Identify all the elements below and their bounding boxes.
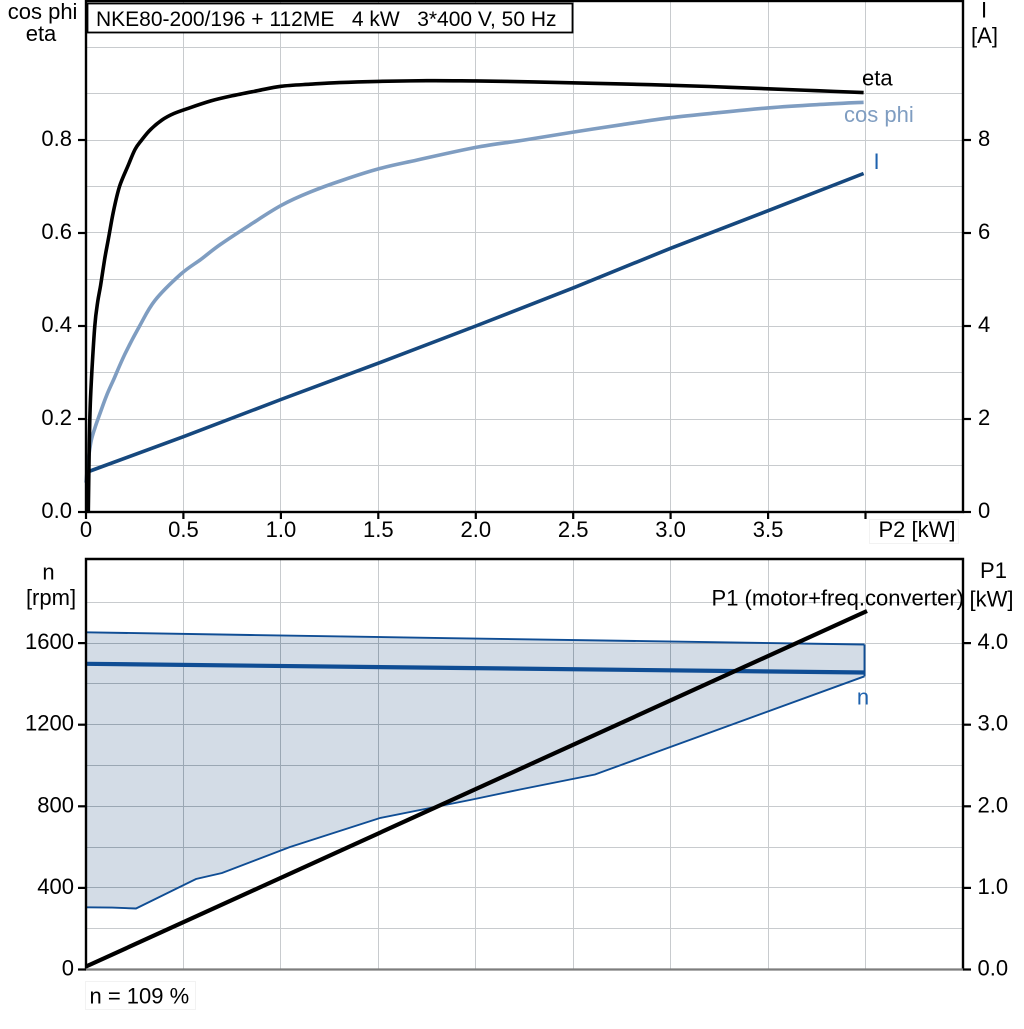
svg-text:[kW]: [kW] xyxy=(970,587,1014,612)
svg-text:P2 [kW]: P2 [kW] xyxy=(878,517,955,542)
svg-text:I: I xyxy=(874,149,880,174)
svg-text:n = 109 %: n = 109 % xyxy=(90,984,190,1009)
svg-text:eta: eta xyxy=(26,21,57,46)
svg-text:I: I xyxy=(981,0,987,23)
svg-text:eta: eta xyxy=(862,66,893,91)
svg-text:1.0: 1.0 xyxy=(978,874,1009,899)
svg-text:n: n xyxy=(857,685,869,710)
svg-text:0: 0 xyxy=(62,956,74,981)
svg-text:400: 400 xyxy=(37,874,74,899)
svg-text:8: 8 xyxy=(978,126,990,151)
svg-text:0.5: 0.5 xyxy=(168,517,199,542)
svg-text:cos phi: cos phi xyxy=(8,0,78,24)
svg-text:1.0: 1.0 xyxy=(266,517,297,542)
svg-text:P1 (motor+freq.converter): P1 (motor+freq.converter) xyxy=(712,586,964,611)
svg-text:0.0: 0.0 xyxy=(41,498,72,523)
svg-text:0: 0 xyxy=(978,498,990,523)
svg-text:P1: P1 xyxy=(980,558,1007,583)
svg-text:2.0: 2.0 xyxy=(461,517,492,542)
svg-text:0.6: 0.6 xyxy=(41,219,72,244)
svg-text:3.5: 3.5 xyxy=(753,517,784,542)
svg-text:3.0: 3.0 xyxy=(655,517,686,542)
svg-text:1.5: 1.5 xyxy=(363,517,394,542)
svg-text:0.4: 0.4 xyxy=(41,312,72,337)
svg-text:n: n xyxy=(42,560,54,585)
svg-text:4: 4 xyxy=(978,312,990,337)
svg-text:[rpm]: [rpm] xyxy=(26,585,76,610)
svg-text:4.0: 4.0 xyxy=(978,629,1009,654)
svg-text:1200: 1200 xyxy=(25,711,74,736)
svg-text:NKE80-200/196 + 112ME 4 kW: NKE80-200/196 + 112ME 4 kW 3*400 V, 50 H… xyxy=(96,8,557,31)
svg-text:2.5: 2.5 xyxy=(558,517,589,542)
svg-text:0.0: 0.0 xyxy=(978,956,1009,981)
svg-text:800: 800 xyxy=(37,792,74,817)
svg-text:[A]: [A] xyxy=(971,23,998,48)
svg-text:0.2: 0.2 xyxy=(41,405,72,430)
svg-text:cos phi: cos phi xyxy=(844,102,914,127)
svg-text:0.8: 0.8 xyxy=(41,126,72,151)
svg-text:0: 0 xyxy=(80,517,92,542)
svg-text:6: 6 xyxy=(978,219,990,244)
svg-text:2.0: 2.0 xyxy=(978,792,1009,817)
svg-text:1600: 1600 xyxy=(25,629,74,654)
svg-text:3.0: 3.0 xyxy=(978,711,1009,736)
svg-text:2: 2 xyxy=(978,405,990,430)
